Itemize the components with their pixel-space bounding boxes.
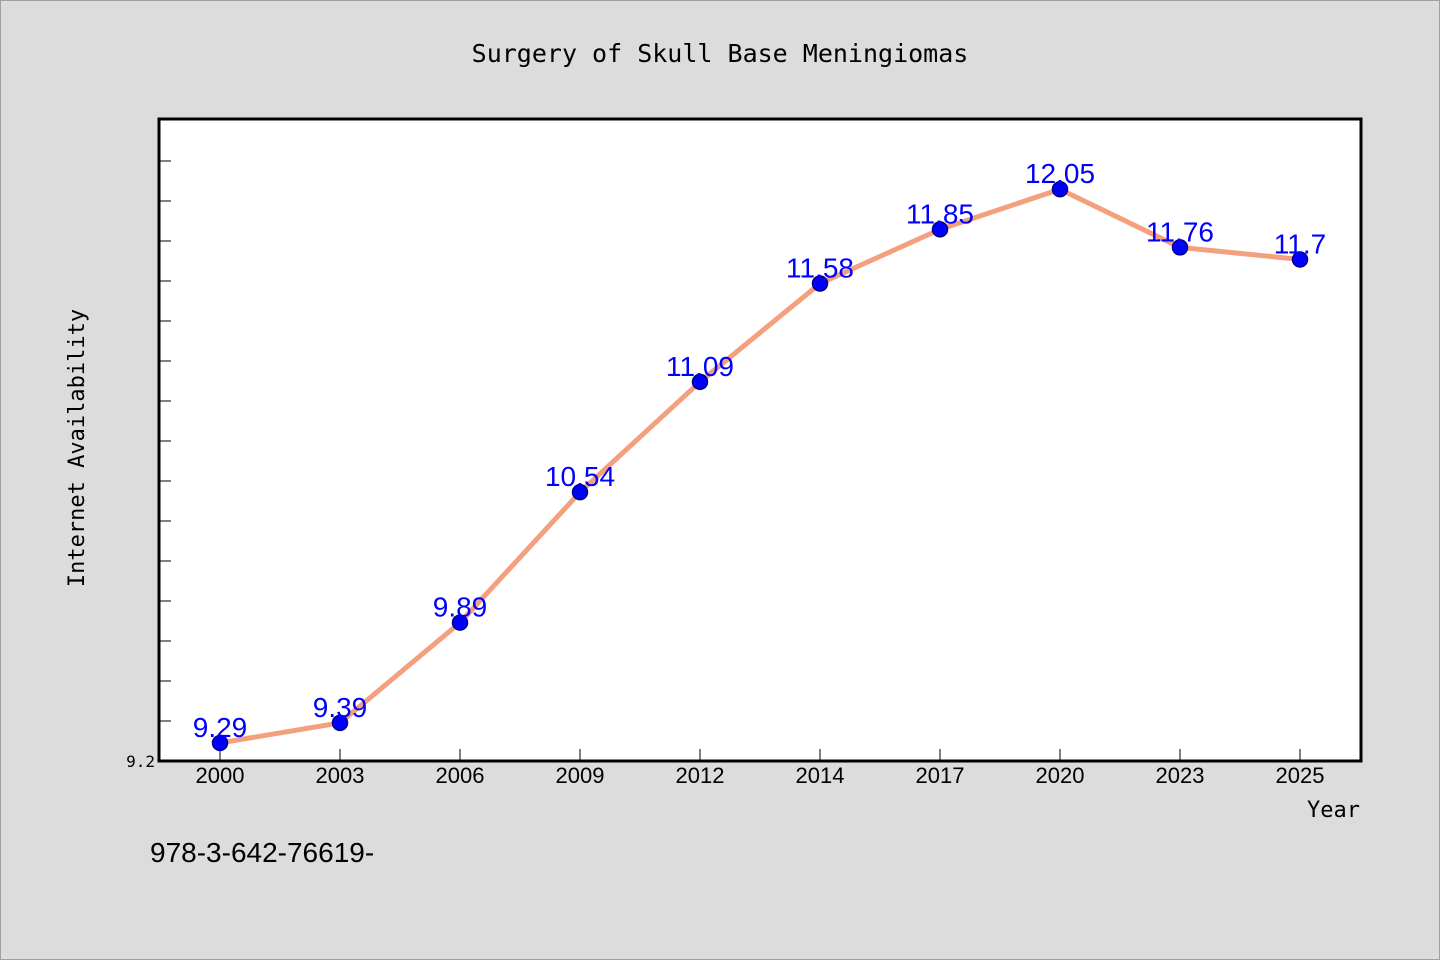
data-point (451, 614, 469, 631)
data-point (1171, 239, 1189, 256)
x-tick-label: 2023 (1156, 763, 1205, 788)
x-tick-label: 2009 (556, 763, 605, 788)
data-label: 11.85 (906, 198, 974, 229)
x-tick-label: 2000 (196, 763, 245, 788)
data-point (1051, 180, 1069, 198)
x-tick-label: 2006 (436, 763, 485, 788)
data-point (691, 373, 709, 391)
data-point (571, 483, 589, 501)
footer-text: 978-3-642-76619- (150, 837, 374, 868)
chart-title: Surgery of Skull Base Meningiomas (472, 39, 969, 68)
data-label: 10.54 (545, 461, 615, 492)
series-line (217, 186, 1303, 746)
series-group: 9.29 9.39 9.89 10.54 11.09 11.58 11.85 12.05 11.… (193, 158, 1326, 752)
x-tick-label: 2017 (916, 763, 965, 788)
x-tick-label: 2003 (316, 763, 365, 788)
x-tick-label: 2020 (1036, 763, 1085, 788)
x-tick-label: 2025 (1276, 763, 1325, 788)
data-point (1291, 251, 1309, 268)
data-label: 11.58 (786, 253, 854, 284)
data-point (331, 714, 349, 732)
data-label: 11.7 (1274, 228, 1326, 259)
data-label: 9.39 (313, 692, 368, 723)
x-tick-label: 2014 (796, 763, 845, 788)
data-label: 11.09 (666, 351, 734, 382)
y-axis-label: Internet Availability (65, 309, 90, 587)
x-axis-label: Year (1307, 798, 1360, 823)
data-label: 9.29 (193, 712, 248, 743)
data-point (931, 221, 949, 238)
data-label: 9.89 (433, 592, 488, 623)
data-label: 12.05 (1025, 158, 1095, 189)
plot-area (157, 117, 1363, 763)
data-point (811, 275, 829, 292)
y-tick-label: 9.2 (126, 752, 155, 771)
data-label: 11.76 (1146, 216, 1214, 247)
y-axis-ticks: 9.2 (126, 160, 171, 771)
x-tick-label: 2012 (676, 763, 725, 788)
data-point (211, 734, 229, 752)
